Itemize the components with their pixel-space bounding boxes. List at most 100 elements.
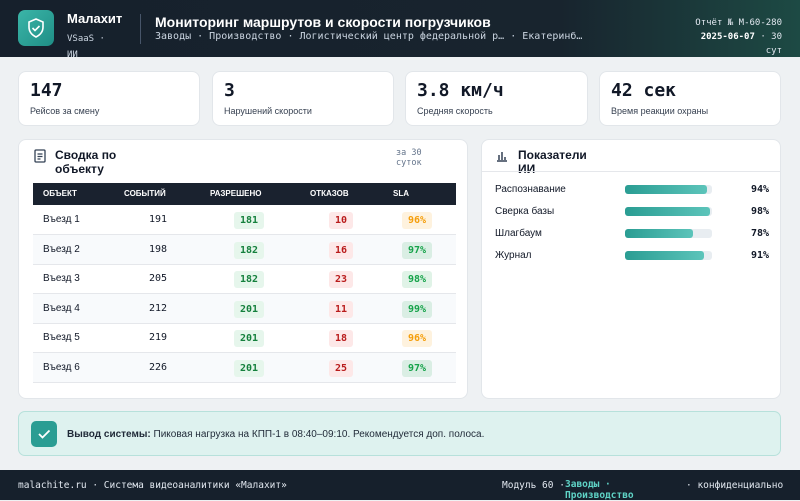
kpi-card: 3.8 км/ч Средняя скорость [405,71,588,126]
metric-name: Распознавание [495,184,566,195]
report-no: Отчёт № М-60-280 [695,18,782,28]
metric-bar [625,207,711,216]
kpi-card: 147 Рейсов за смену [18,71,200,126]
summary-title: Сводка по объекту [55,148,117,176]
badge: 23 [329,271,354,289]
column-header: ОТКАЗОВ [310,189,349,198]
chart-icon [497,152,507,162]
conclusion-text: Вывод системы: Пиковая нагрузка на КПП-1… [67,428,487,442]
table-row: Въезд 2 198 182 16 97% [33,234,456,265]
object-name: Въезд 5 [43,332,80,344]
footer-left: malachite.ru · Система видеоаналитики «М… [18,480,287,491]
kpi-label: Время реакции охраны [611,106,709,116]
logo-icon [28,18,44,38]
events: 205 [148,273,167,285]
report-date: 2025-06-07 [700,32,755,42]
kpi-card: 3 Нарушений скорости [212,71,394,126]
events: 219 [148,332,167,344]
metric-label: 98% [750,206,769,217]
badge: 16 [329,241,354,259]
events: 191 [148,214,167,225]
kpi-label: Средняя скорость [417,106,493,116]
metric-name: Сверка базы [495,206,555,217]
conclusion-label: Вывод системы: [67,429,151,440]
report-date-line: 2025-06-07 · 30 сут [692,30,782,58]
footer: malachite.ru · Система видеоаналитики «М… [0,470,800,501]
table-row: Въезд 5 219 201 18 96% [33,323,456,354]
column-header: SLA [393,189,409,198]
badge: 11 [329,300,354,318]
footer-section: Заводы · Производство [565,479,634,501]
kpi-value: 3.8 км/ч [417,80,504,101]
column-header: ОБЪЕКТ [43,189,77,198]
metric-track [625,251,712,260]
check-mark [38,429,51,439]
badge: 25 [329,360,354,377]
sla-badge: 98% [402,271,433,289]
object-name: Въезд 2 [43,243,80,255]
badge: 182 [234,271,265,289]
object-name: Въезд 3 [43,273,80,285]
object-name: Въезд 4 [43,302,80,314]
brand-sub: VSaaS · ИИ [67,34,105,60]
column-header: СОБЫТИЙ [124,189,166,198]
metric-label: 91% [750,250,769,261]
sla-badge: 97% [402,241,433,259]
events: 212 [148,302,167,314]
object-name: Въезд 6 [43,362,80,373]
metric-bar [625,229,693,238]
kpi-value: 42 сек [611,80,677,101]
table-header: ОБЪЕКТ СОБЫТИЙ РАЗРЕШЕНО ОТКАЗОВ SLA [33,183,456,205]
separator [482,171,780,172]
sla-badge: 97% [402,360,433,377]
column-header: РАЗРЕШЕНО [210,189,262,198]
sla-badge: 96% [402,330,433,348]
kpi-label: Нарушений скорости [224,106,312,116]
sla-badge: 99% [402,300,433,318]
object-name: Въезд 1 [43,214,80,225]
doc-icon [34,149,46,163]
metric-track [625,229,712,238]
kpi-card: 42 сек Время реакции охраны [599,71,781,126]
check-icon [31,421,57,447]
kpi-value: 147 [30,80,63,101]
events: 198 [148,243,167,255]
events: 226 [148,362,167,373]
badge: 201 [234,300,265,318]
breadcrumb: Заводы · Производство · Логистический це… [155,31,583,42]
conclusion: Вывод системы: Пиковая нагрузка на КПП-1… [18,411,781,456]
metric-label: 94% [750,184,769,195]
brand: Малахит [67,11,123,26]
table-row: Въезд 6 226 201 25 97% [33,353,456,383]
footer-module: Модуль 60 · [502,480,565,491]
metric-track [625,185,712,194]
table-row: Въезд 3 205 182 23 98% [33,264,456,295]
page-title: Мониторинг маршрутов и скорости погрузчи… [155,14,491,30]
badge: 182 [234,241,265,259]
badge: 10 [329,212,354,229]
divider [140,14,141,44]
kpi-value: 3 [224,80,235,101]
ai-card: Показатели ИИ Распознавание 94% Сверка баз… [481,139,781,399]
footer-right: · конфиденциально [686,480,784,491]
report-period: · 30 сут [760,32,782,56]
summary-card: Сводка по объекту за 30 суток ОБЪЕКТ СОБЫ… [18,139,468,399]
table-row: Въезд 4 212 201 11 99% [33,293,456,324]
metric-name: Журнал [495,250,532,261]
badge: 201 [234,330,265,348]
badge: 181 [234,212,265,229]
table-row: Въезд 1 191 181 10 96% [33,205,456,235]
metric-name: Шлагбаум [495,228,542,239]
badge: 201 [234,360,265,377]
summary-period: за 30 суток [396,148,422,168]
kpi-label: Рейсов за смену [30,106,100,116]
report-info: Отчёт № М-60-280 2025-06-07 · 30 сут [692,16,782,58]
ai-title: Показатели ИИ [518,148,587,176]
metric-label: 78% [750,228,769,239]
conclusion-body: Пиковая нагрузка на КПП-1 в 08:40–09:10.… [153,429,485,440]
metric-bar [625,185,707,194]
metric-bar [625,251,705,260]
logo [18,10,54,46]
metric-track [625,207,712,216]
